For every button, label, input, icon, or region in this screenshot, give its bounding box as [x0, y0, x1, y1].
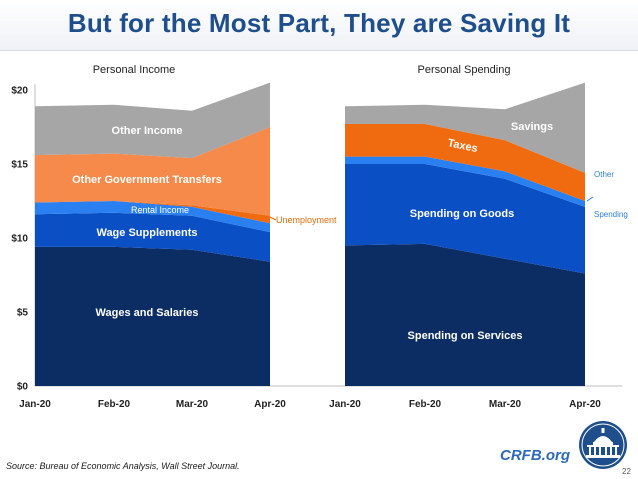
area-taxes [345, 124, 585, 201]
x-tick-label: Jan-20 [329, 399, 361, 410]
area-spending-on-services [345, 243, 585, 386]
label-rental-income: Rental Income [131, 205, 189, 215]
area-other-income [35, 82, 270, 159]
y-tick-label: $5 [17, 308, 29, 319]
area-unemployment [35, 201, 270, 224]
x-tick-label: Jan-20 [19, 399, 51, 410]
area-wage-supplements [35, 212, 270, 262]
slide-title: But for the Most Part, They are Saving I… [67, 8, 571, 38]
x-tick-label: Mar-20 [489, 399, 522, 410]
x-tick-label: Apr-20 [254, 399, 286, 410]
label-wages-and-salaries: Wages and Salaries [96, 307, 199, 319]
label-spending-on-goods: Spending on Goods [410, 208, 515, 220]
income-panel-title: Personal Income [93, 64, 176, 76]
label-savings: Savings [511, 121, 553, 133]
label-other-income: Other Income [112, 125, 183, 137]
label-other-spending-line2: Spending [594, 210, 628, 219]
source-note: Source: Bureau of Economic Analysis, Wal… [6, 461, 240, 471]
label-other-spending-line1: Other [594, 170, 614, 179]
y-tick-label: $15 [11, 160, 28, 171]
capitol-logo-icon [579, 421, 627, 469]
area-rental-income [35, 201, 270, 233]
label-wage-supplements: Wage Supplements [96, 227, 197, 239]
x-tick-label: Feb-20 [98, 399, 131, 410]
area-spending-on-goods [345, 164, 585, 274]
y-tick-label: $20 [11, 86, 28, 97]
label-other-gov-transfers: Other Government Transfers [72, 174, 222, 186]
spending-panel-title: Personal Spending [418, 64, 511, 76]
stacked-area-charts: Jan-20 Feb-20 Mar-20 Apr-20 Jan-20 Feb-20 Mar-… [11, 64, 628, 411]
area-wages-and-salaries [35, 246, 270, 386]
y-tick-label: $0 [17, 382, 29, 393]
x-tick-label: Apr-20 [569, 399, 601, 410]
area-other-government-transfers [35, 127, 270, 216]
y-tick-label: $10 [11, 234, 28, 245]
unemployment-leader-line [269, 216, 277, 221]
x-tick-label: Mar-20 [176, 399, 209, 410]
x-tick-label: Feb-20 [409, 399, 442, 410]
title-bar: But for the Most Part, They are Saving I… [0, 0, 638, 51]
page-number: 22 [622, 467, 631, 476]
axis-ticks: Jan-20 Feb-20 Mar-20 Apr-20 Jan-20 Feb-20 Mar-… [11, 86, 601, 411]
area-series [35, 82, 585, 386]
label-unemployment: Unemployment [276, 215, 337, 225]
other-spending-leader-line [586, 196, 594, 202]
area-savings [345, 82, 585, 173]
label-spending-on-services: Spending on Services [408, 330, 523, 342]
area-other-spending [345, 156, 585, 207]
site-link[interactable]: CRFB.org [500, 447, 570, 464]
